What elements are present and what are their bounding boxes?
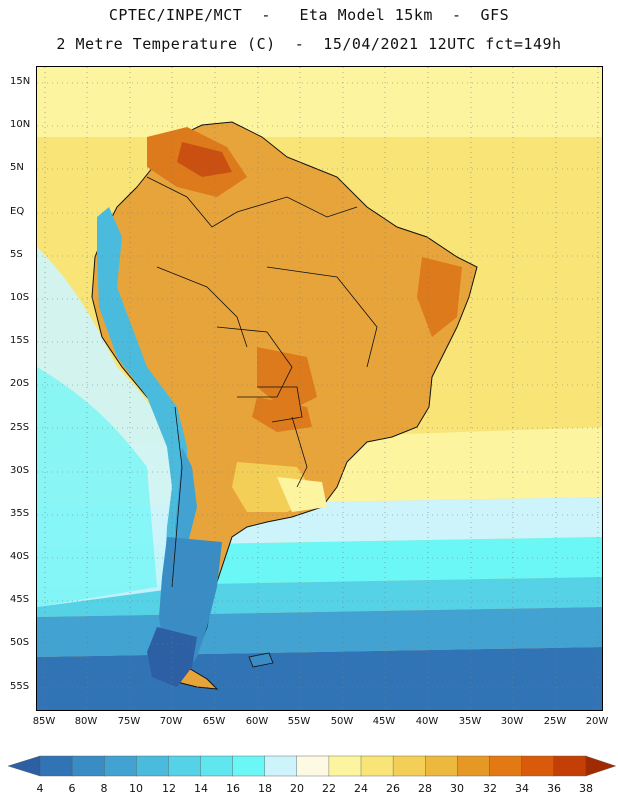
lat-label: 15N: [10, 76, 31, 87]
colorbar-tick-label: 16: [226, 782, 240, 795]
border-argentina-brazil: [291, 416, 308, 488]
colorbar-tick-label: 20: [290, 782, 304, 795]
colorbar-tick-label: 12: [162, 782, 176, 795]
colorbar-tick-label: 14: [194, 782, 208, 795]
border-paraguay: [257, 386, 303, 423]
lat-label: 5N: [10, 162, 24, 173]
lat-label: 55S: [10, 681, 30, 692]
colorbar-segment: [457, 755, 491, 777]
colorbar-tick-label: 10: [129, 782, 143, 795]
colorbar-segment: [296, 755, 330, 777]
colorbar-tick-label: 38: [579, 782, 593, 795]
colorbar-tick-label: 6: [68, 782, 76, 795]
lon-label: 20W: [585, 716, 609, 727]
title-line-1: CPTEC/INPE/MCT - Eta Model 15km - GFS: [108, 6, 510, 24]
lat-label: 10S: [10, 292, 30, 303]
lat-label: 20S: [10, 378, 30, 389]
colorbar-tick-label: 24: [354, 782, 368, 795]
title-line-2: 2 Metre Temperature (C) - 15/04/2021 12U…: [56, 35, 562, 53]
lat-label: 50S: [10, 637, 30, 648]
lat-label: 35S: [10, 508, 30, 519]
lat-label: 15S: [10, 335, 30, 346]
land-hottest-north: [177, 142, 232, 177]
lon-label: 55W: [287, 716, 311, 727]
colorbar-arrow-left: [7, 755, 41, 777]
border-peru-brazil: [156, 266, 248, 348]
colorbar-segment: [425, 755, 459, 777]
colorbar-segment: [328, 755, 362, 777]
lon-label: 40W: [415, 716, 439, 727]
colorbar-segment: [232, 755, 266, 777]
lat-label: EQ: [10, 206, 25, 217]
lon-label: 75W: [117, 716, 141, 727]
lat-label: 30S: [10, 465, 30, 476]
colorbar-segment: [264, 755, 298, 777]
colorbar-segment: [521, 755, 555, 777]
colorbar-arrow-right: [585, 755, 617, 777]
colorbar-tick-label: 32: [483, 782, 497, 795]
lon-label: 60W: [245, 716, 269, 727]
colorbar-tick-label: 30: [450, 782, 464, 795]
lat-label: 5S: [10, 249, 23, 260]
colorbar-tick-label: 22: [322, 782, 336, 795]
border-brazil-interior: [266, 266, 378, 368]
colorbar-tick-label: 4: [36, 782, 44, 795]
lat-label: 45S: [10, 594, 30, 605]
colorbar-segment: [200, 755, 234, 777]
color-bar: [7, 755, 617, 777]
lon-label: 25W: [543, 716, 567, 727]
colorbar-segment: [489, 755, 523, 777]
border-colombia-venezuela: [146, 176, 238, 228]
colorbar-segment: [39, 755, 73, 777]
uruguay-mild: [277, 477, 327, 512]
land-hot-south: [252, 397, 312, 432]
map-frame: [36, 66, 603, 711]
colorbar-segment: [103, 755, 137, 777]
colorbar-segment: [136, 755, 170, 777]
andes-colder: [175, 447, 197, 567]
lat-label: 25S: [10, 422, 30, 433]
lon-label: 30W: [500, 716, 524, 727]
colorbar-segment: [392, 755, 426, 777]
colorbar-segment: [553, 755, 587, 777]
colorbar-segment: [360, 755, 394, 777]
lon-label: 65W: [202, 716, 226, 727]
lon-label: 80W: [74, 716, 98, 727]
ocean-band-22: [37, 67, 602, 137]
pacific-cool-inner: [37, 367, 157, 607]
lon-label: 85W: [32, 716, 56, 727]
lon-label: 70W: [159, 716, 183, 727]
colorbar-segment: [168, 755, 202, 777]
lat-label: 40S: [10, 551, 30, 562]
color-bar-segments: [7, 755, 617, 777]
lat-label: 10N: [10, 119, 31, 130]
colorbar-tick-label: 26: [386, 782, 400, 795]
land-hot-central: [257, 347, 317, 412]
temperature-map: [37, 67, 602, 710]
colorbar-tick-label: 28: [418, 782, 432, 795]
lon-label: 45W: [372, 716, 396, 727]
ocean-band-6: [37, 647, 602, 710]
country-borders: [146, 176, 378, 588]
colorbar-tick-label: 18: [258, 782, 272, 795]
border-bolivia: [216, 326, 293, 398]
colorbar-segment: [71, 755, 105, 777]
lon-label: 50W: [330, 716, 354, 727]
falkland-islands: [248, 652, 274, 668]
andes-cold: [97, 207, 187, 567]
lon-label: 35W: [458, 716, 482, 727]
colorbar-tick-label: 36: [547, 782, 561, 795]
colorbar-tick-label: 8: [100, 782, 108, 795]
border-argentina-chile: [171, 406, 183, 588]
colorbar-tick-label: 34: [515, 782, 529, 795]
border-venezuela-brazil: [236, 196, 358, 218]
